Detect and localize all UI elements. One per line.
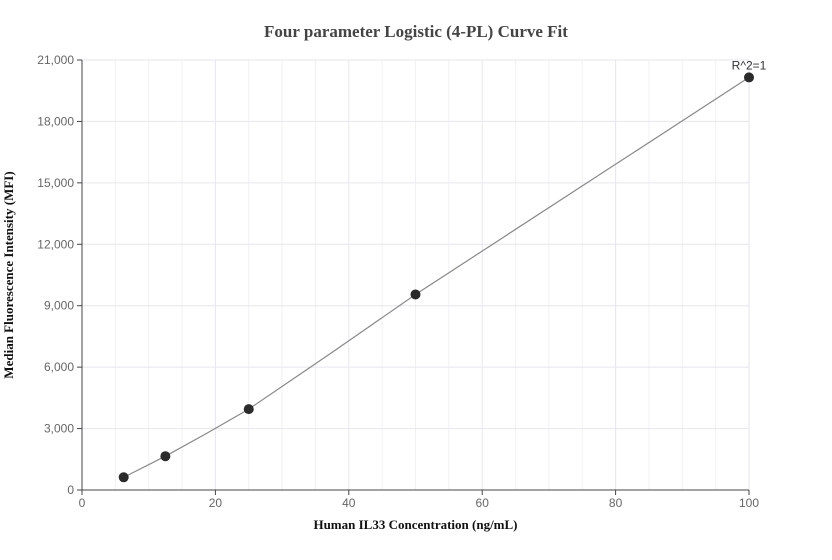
y-axis-label: Median Fluorescence Intensity (MFI) bbox=[1, 171, 16, 379]
data-points-group bbox=[118, 72, 754, 483]
x-tick-label: 0 bbox=[79, 496, 86, 510]
y-tick-label: 15,000 bbox=[37, 176, 74, 190]
y-tick-label: 0 bbox=[67, 483, 74, 497]
y-tick-label: 21,000 bbox=[37, 53, 74, 67]
x-tick-label: 80 bbox=[609, 496, 623, 510]
major-gridlines bbox=[82, 59, 750, 490]
x-tick-label: 100 bbox=[739, 496, 759, 510]
minor-gridlines bbox=[114, 60, 717, 490]
r-squared-annotation: R^2=1 bbox=[732, 58, 767, 72]
x-axis-label: Human IL33 Concentration (ng/mL) bbox=[313, 517, 518, 532]
y-tick-label: 3,000 bbox=[44, 422, 74, 436]
data-point bbox=[243, 404, 254, 415]
y-tick-label: 12,000 bbox=[37, 237, 74, 251]
data-point bbox=[410, 289, 421, 300]
data-point bbox=[118, 472, 129, 483]
axes bbox=[77, 59, 750, 495]
fit-curve-line bbox=[123, 76, 750, 478]
x-tick-label: 20 bbox=[209, 496, 223, 510]
data-point bbox=[160, 451, 171, 462]
chart-title: Four parameter Logistic (4-PL) Curve Fit bbox=[264, 22, 568, 41]
annotation-group: R^2=1 bbox=[732, 58, 767, 72]
fit-curve-group bbox=[123, 76, 750, 478]
data-point bbox=[744, 72, 754, 83]
x-tick-label: 40 bbox=[342, 496, 356, 510]
y-tick-label: 6,000 bbox=[44, 360, 74, 374]
y-tick-label: 18,000 bbox=[37, 114, 74, 128]
y-tick-label: 9,000 bbox=[44, 299, 74, 313]
x-tick-label: 60 bbox=[476, 496, 490, 510]
tick-labels-group: 0 3,000 6,000 9,000 12,000 15,000 18,000 21,000… bbox=[37, 53, 759, 510]
